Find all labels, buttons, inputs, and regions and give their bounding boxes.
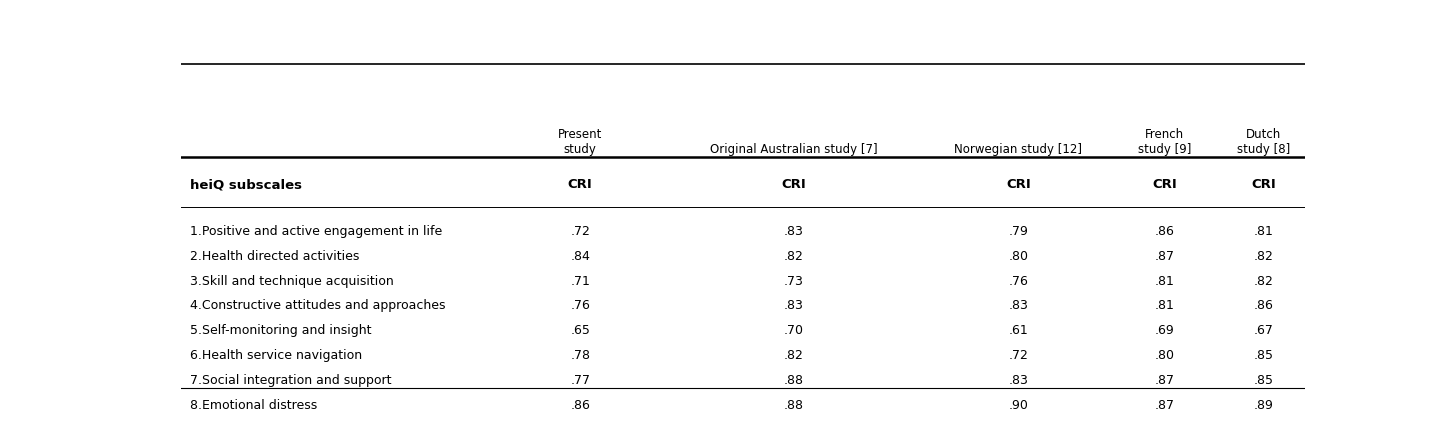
Text: Present
study: Present study: [558, 128, 602, 155]
Text: .82: .82: [1253, 250, 1273, 263]
Text: 2.Health directed activities: 2.Health directed activities: [190, 250, 360, 263]
Text: .72: .72: [1009, 349, 1028, 362]
Text: CRI: CRI: [1006, 178, 1031, 191]
Text: Norwegian study [12]: Norwegian study [12]: [954, 142, 1083, 155]
Text: .71: .71: [570, 275, 590, 288]
Text: .78: .78: [570, 349, 590, 362]
Text: .85: .85: [1253, 374, 1273, 387]
Text: .76: .76: [570, 299, 590, 312]
Text: .70: .70: [783, 324, 803, 337]
Text: .80: .80: [1154, 349, 1174, 362]
Text: .65: .65: [570, 324, 590, 337]
Text: .87: .87: [1154, 250, 1174, 263]
Text: heiQ subscales: heiQ subscales: [190, 178, 302, 191]
Text: .86: .86: [1253, 299, 1273, 312]
Text: 4.Constructive attitudes and approaches: 4.Constructive attitudes and approaches: [190, 299, 445, 312]
Text: Dutch
study [8]: Dutch study [8]: [1237, 128, 1290, 155]
Text: .86: .86: [1154, 225, 1174, 238]
Text: .90: .90: [1009, 399, 1028, 412]
Text: .87: .87: [1154, 374, 1174, 387]
Text: .80: .80: [1008, 250, 1028, 263]
Text: .81: .81: [1253, 225, 1273, 238]
Text: Original Australian study [7]: Original Australian study [7]: [710, 142, 877, 155]
Text: 6.Health service navigation: 6.Health service navigation: [190, 349, 362, 362]
Text: .61: .61: [1009, 324, 1028, 337]
Text: CRI: CRI: [1251, 178, 1276, 191]
Text: .67: .67: [1253, 324, 1273, 337]
Text: .73: .73: [784, 275, 803, 288]
Text: 8.Emotional distress: 8.Emotional distress: [190, 399, 318, 412]
Text: .81: .81: [1154, 299, 1174, 312]
Text: CRI: CRI: [782, 178, 806, 191]
Text: .89: .89: [1253, 399, 1273, 412]
Text: CRI: CRI: [1153, 178, 1177, 191]
Text: 5.Self-monitoring and insight: 5.Self-monitoring and insight: [190, 324, 371, 337]
Text: .85: .85: [1253, 349, 1273, 362]
Text: 3.Skill and technique acquisition: 3.Skill and technique acquisition: [190, 275, 394, 288]
Text: .83: .83: [784, 225, 803, 238]
Text: .88: .88: [783, 399, 803, 412]
Text: .79: .79: [1009, 225, 1028, 238]
Text: French
study [9]: French study [9]: [1138, 128, 1192, 155]
Text: 1.Positive and active engagement in life: 1.Positive and active engagement in life: [190, 225, 442, 238]
Text: .72: .72: [570, 225, 590, 238]
Text: .84: .84: [570, 250, 590, 263]
Text: .69: .69: [1154, 324, 1174, 337]
Text: .83: .83: [784, 299, 803, 312]
Text: .87: .87: [1154, 399, 1174, 412]
Text: .76: .76: [1009, 275, 1028, 288]
Text: .82: .82: [784, 250, 803, 263]
Text: .86: .86: [570, 399, 590, 412]
Text: .82: .82: [1253, 275, 1273, 288]
Text: .82: .82: [784, 349, 803, 362]
Text: .88: .88: [783, 374, 803, 387]
Text: .77: .77: [570, 374, 590, 387]
Text: .83: .83: [1009, 374, 1028, 387]
Text: 7.Social integration and support: 7.Social integration and support: [190, 374, 392, 387]
Text: CRI: CRI: [568, 178, 593, 191]
Text: .81: .81: [1154, 275, 1174, 288]
Text: .83: .83: [1009, 299, 1028, 312]
